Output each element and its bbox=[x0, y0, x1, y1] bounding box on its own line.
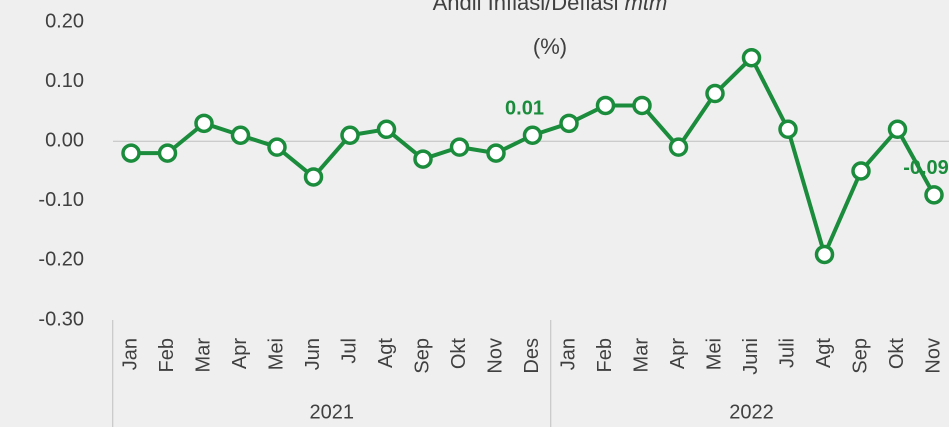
point bbox=[194, 113, 214, 134]
point bbox=[376, 119, 397, 140]
point bbox=[705, 83, 725, 104]
data-label: -0.09 bbox=[903, 157, 949, 179]
x-tick-label: Sep bbox=[849, 338, 871, 374]
y-tick-label: 0.20 bbox=[45, 10, 84, 32]
chart-subtitle: (%) bbox=[533, 34, 567, 59]
point bbox=[340, 125, 360, 145]
y-tick-label: -0.10 bbox=[38, 189, 84, 211]
x-tick-label: Feb bbox=[594, 338, 616, 372]
x-tick-label: Apr bbox=[667, 338, 689, 369]
point bbox=[778, 119, 798, 140]
group-label: 2022 bbox=[729, 401, 774, 423]
x-tick-label: Okt bbox=[886, 338, 908, 370]
x-tick-label: Jan bbox=[557, 338, 579, 370]
point bbox=[632, 95, 652, 116]
point bbox=[595, 95, 616, 116]
point bbox=[121, 143, 141, 163]
point bbox=[303, 167, 324, 187]
x-tick-label: Jul bbox=[338, 338, 360, 364]
x-tick-label: Jun bbox=[302, 338, 324, 370]
point bbox=[230, 125, 251, 145]
x-tick-label: Apr bbox=[229, 338, 251, 369]
x-tick-label: Agt bbox=[375, 338, 397, 368]
point bbox=[814, 244, 835, 265]
x-tick-label: Mei bbox=[703, 338, 725, 370]
x-tick-label: Mar bbox=[630, 338, 652, 373]
x-tick-label: Sep bbox=[411, 338, 433, 374]
y-tick-label: 0.00 bbox=[45, 129, 84, 151]
point bbox=[157, 143, 178, 163]
y-tick-label: -0.20 bbox=[38, 249, 84, 271]
point bbox=[413, 149, 433, 169]
x-tick-label: Juni bbox=[740, 338, 762, 375]
x-tick-label: Nov bbox=[922, 338, 944, 374]
title-italic: mtm bbox=[625, 0, 668, 15]
x-tick-label: Agt bbox=[813, 338, 835, 368]
point bbox=[522, 125, 543, 145]
chart-title: Andil Inflasi/Deflasi mtm bbox=[433, 0, 668, 15]
x-tick-label: Jan bbox=[119, 338, 141, 370]
point bbox=[668, 137, 689, 157]
point bbox=[887, 119, 908, 140]
x-tick-label: Mei bbox=[265, 338, 287, 370]
y-tick-label: -0.30 bbox=[38, 308, 84, 330]
title-text: Andil Inflasi/Deflasi bbox=[433, 0, 619, 15]
data-label: 0.01 bbox=[505, 98, 544, 120]
x-tick-label: Mar bbox=[192, 338, 214, 373]
x-tick-label: Nov bbox=[484, 338, 506, 374]
y-tick-label: 0.10 bbox=[45, 70, 84, 92]
x-tick-label: Okt bbox=[448, 338, 470, 370]
point bbox=[486, 143, 506, 163]
series-line bbox=[131, 55, 936, 257]
group-label: 2021 bbox=[310, 401, 355, 423]
point bbox=[449, 137, 470, 157]
x-tick-label: Feb bbox=[156, 338, 178, 372]
point bbox=[559, 113, 579, 134]
point bbox=[741, 48, 762, 68]
point bbox=[851, 161, 871, 181]
point bbox=[267, 137, 287, 157]
point bbox=[924, 185, 944, 205]
x-tick-label: Juli bbox=[776, 338, 798, 368]
x-tick-label: Des bbox=[521, 338, 543, 374]
